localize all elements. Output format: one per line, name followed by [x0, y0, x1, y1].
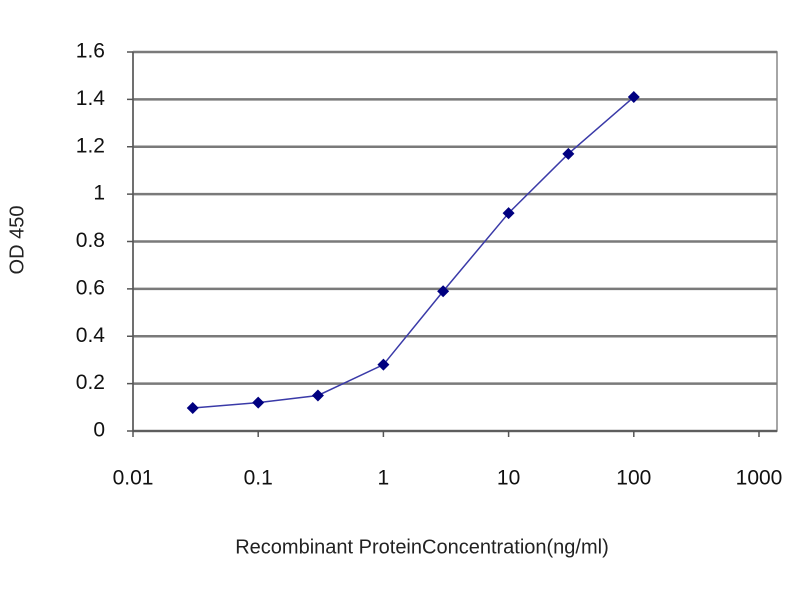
y-axis-title: OD 450	[6, 206, 28, 275]
marker	[377, 358, 390, 371]
marker	[252, 396, 265, 409]
y-tick-label: 1.2	[76, 134, 105, 157]
y-tick-label: 1	[93, 182, 105, 205]
y-tick-label: 0.6	[76, 276, 105, 299]
marker	[437, 285, 450, 298]
x-tick-label: 0.01	[113, 467, 154, 490]
x-tick-label: 1	[378, 467, 390, 490]
x-tick-label: 0.1	[244, 467, 273, 490]
marker	[502, 207, 515, 220]
x-tick-label: 1000	[736, 467, 783, 490]
x-axis-title: Recombinant ProteinConcentration(ng/ml)	[235, 536, 609, 558]
y-tick-label: 0.2	[76, 371, 105, 394]
y-tick-label: 0.4	[76, 324, 106, 347]
x-tick-label: 100	[616, 467, 651, 490]
marker	[627, 91, 640, 104]
y-tick-label: 1.4	[76, 87, 106, 110]
y-tick-label: 0.8	[76, 229, 105, 252]
y-tick-label: 0	[93, 419, 105, 442]
line	[192, 96, 635, 409]
marker	[311, 389, 324, 402]
marker	[186, 402, 199, 415]
x-tick-label: 10	[497, 467, 520, 490]
marker	[562, 147, 575, 160]
y-tick-label: 1.6	[76, 40, 105, 63]
